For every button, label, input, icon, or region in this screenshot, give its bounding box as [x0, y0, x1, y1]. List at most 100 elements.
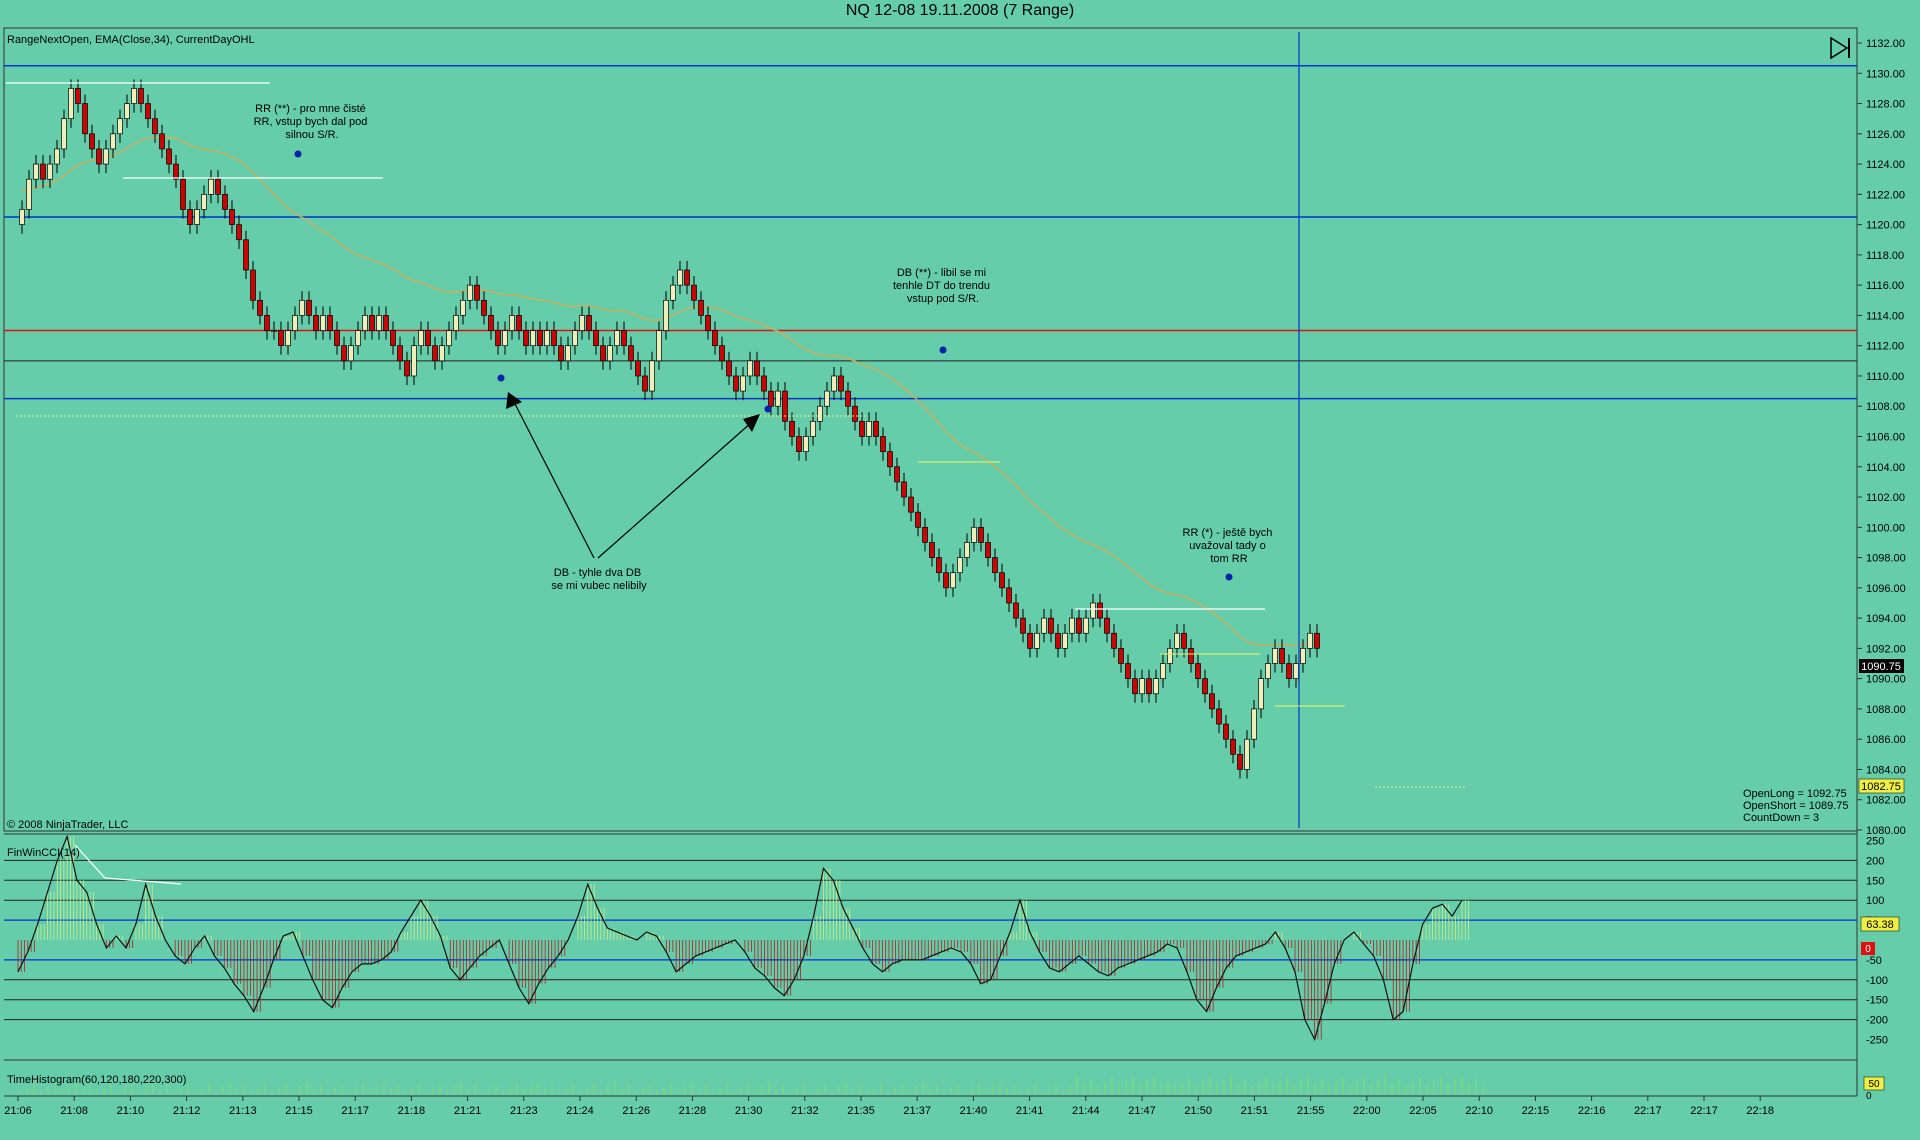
time-tick-label: 21:37: [903, 1105, 931, 1117]
candle-down: [712, 330, 718, 347]
candle-down: [768, 390, 774, 407]
candle-down: [215, 178, 221, 195]
candle-down: [229, 209, 235, 225]
cci-zero-marker: 0: [1861, 942, 1875, 955]
time-tick-label: 22:10: [1465, 1105, 1493, 1117]
cci-tick-label: -250: [1866, 1035, 1888, 1047]
candle-up: [670, 284, 676, 301]
price-tick-label: 1082.00: [1866, 795, 1906, 807]
time-tick-label: 21:50: [1184, 1105, 1212, 1117]
candle-down: [495, 330, 501, 347]
candle-down: [474, 284, 480, 301]
signal-dot: [294, 150, 302, 158]
price-tick-label: 1130.00: [1866, 68, 1905, 80]
candle-up: [376, 315, 382, 331]
candle-down: [621, 330, 627, 347]
candle-up: [747, 360, 753, 377]
candle-down: [404, 360, 410, 377]
time-tick-label: 22:17: [1690, 1105, 1718, 1117]
candle-down: [390, 330, 396, 347]
lower-price-marker: 1082.75: [1858, 778, 1905, 794]
annotation-db-1: DB - tyhle dva DB se mi vubec nelibily: [551, 567, 647, 592]
candle-down: [278, 330, 284, 347]
candle-down: [558, 345, 564, 362]
candle-up: [1307, 632, 1313, 649]
candle-down: [838, 375, 844, 392]
candle-down: [1223, 723, 1229, 740]
price-tick-label: 1086.00: [1866, 734, 1906, 746]
time-tick-label: 22:17: [1634, 1105, 1662, 1117]
candle-up: [677, 269, 683, 286]
candle-down: [264, 315, 270, 331]
price-tick-label: 1092.00: [1866, 643, 1906, 655]
candle-down: [1230, 738, 1236, 755]
candle-up: [110, 133, 116, 150]
candle-down: [782, 390, 788, 422]
candle-up: [299, 299, 305, 316]
candle-up: [649, 360, 655, 392]
candle-down: [796, 436, 802, 452]
candle-down: [985, 542, 991, 558]
candle-down: [488, 315, 494, 331]
candle-down: [978, 526, 984, 543]
cci-tick-label: -50: [1866, 955, 1882, 967]
price-tick-label: 1100.00: [1866, 522, 1905, 534]
copyright-label: © 2008 NinjaTrader, LLC: [7, 819, 128, 831]
candle-down: [432, 345, 438, 362]
divergence-line: [74, 844, 182, 885]
candle-down: [635, 360, 641, 377]
candle-down: [733, 375, 739, 392]
time-tick-label: 21:10: [117, 1105, 145, 1117]
candle-down: [1048, 617, 1054, 634]
candle-down: [138, 88, 144, 104]
price-tick-label: 1104.00: [1866, 462, 1905, 474]
svg-text:63.38: 63.38: [1866, 919, 1894, 931]
time-tick-label: 21:18: [398, 1105, 426, 1117]
price-tick-label: 1098.00: [1866, 553, 1906, 565]
candle-up: [817, 405, 823, 422]
svg-text:0: 0: [1865, 944, 1871, 955]
signal-dot: [1225, 573, 1233, 581]
candle-up: [1258, 678, 1264, 710]
candle-up: [1160, 663, 1166, 680]
candle-down: [551, 330, 557, 347]
candle-down: [82, 103, 88, 135]
candle-up: [355, 330, 361, 347]
candle-up: [194, 209, 200, 225]
candle-up: [124, 103, 130, 120]
candle-down: [992, 557, 998, 574]
candle-down: [698, 299, 704, 316]
candle-up: [971, 526, 977, 543]
candle-down: [929, 542, 935, 558]
play-to-end-icon[interactable]: [1828, 36, 1852, 60]
time-tick-label: 21:44: [1072, 1105, 1100, 1117]
candle-down: [894, 466, 900, 483]
candle-down: [236, 224, 242, 241]
candle-down: [1097, 602, 1103, 619]
candle-up: [26, 178, 32, 210]
hist-value-marker: 50: [1863, 1076, 1885, 1091]
price-tick-label: 1118.00: [1866, 250, 1904, 262]
candle-up: [201, 193, 207, 210]
candle-down: [642, 375, 648, 392]
time-tick-label: 22:18: [1746, 1105, 1774, 1117]
time-tick-label: 22:16: [1578, 1105, 1606, 1117]
candle-down: [684, 269, 690, 286]
price-tick-label: 1096.00: [1866, 583, 1906, 595]
candle-up: [292, 315, 298, 331]
candle-down: [250, 269, 256, 301]
candle-down: [523, 330, 529, 347]
time-tick-label: 21:32: [791, 1105, 819, 1117]
price-tick-label: 1084.00: [1866, 764, 1906, 776]
candle-down: [1286, 663, 1292, 680]
candle-up: [1293, 663, 1299, 680]
candle-down: [1104, 617, 1110, 634]
candle-up: [810, 421, 816, 437]
candle-down: [1216, 708, 1222, 725]
annotation-rr-2: RR (*) - ještě bych uvažoval tady o tom …: [1183, 527, 1276, 565]
candle-down: [1020, 617, 1026, 634]
candle-up: [54, 148, 60, 165]
candle-down: [1118, 648, 1124, 664]
